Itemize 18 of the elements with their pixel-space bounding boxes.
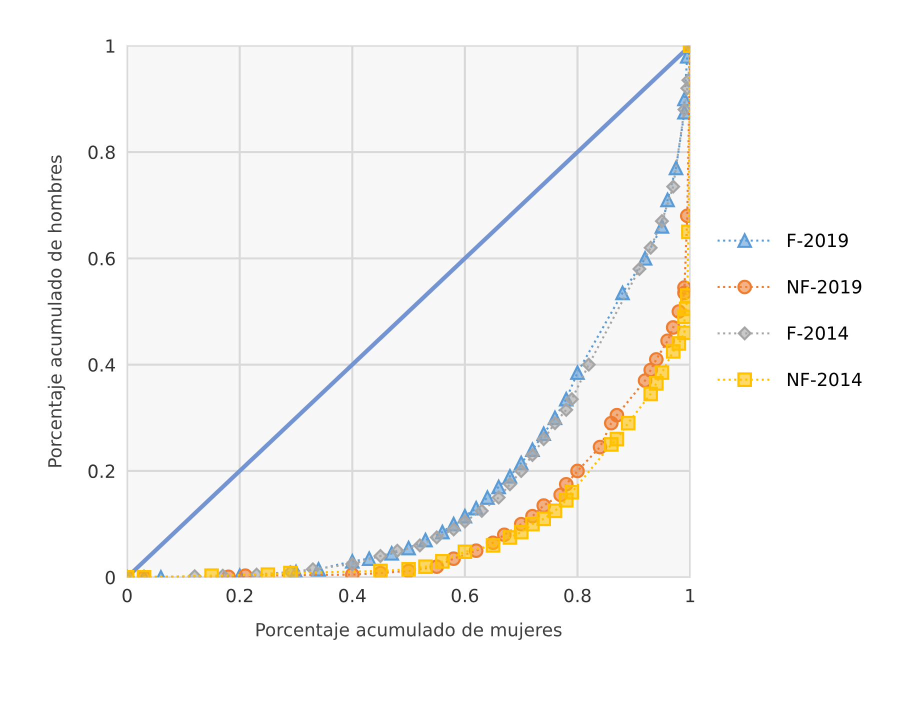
x-tick-label: 0 [122, 588, 132, 602]
x-tick-label: 0.6 [452, 588, 478, 602]
x-tick-label: 0.2 [226, 588, 252, 602]
y-tick-label: 0.4 [88, 358, 115, 372]
x-tick-label: 1 [686, 588, 694, 602]
legend-label: F-2019 [788, 234, 848, 248]
legend-label: NF-2019 [788, 280, 862, 294]
y-tick-label: 0.6 [88, 252, 115, 266]
x-axis-title: Porcentaje acumulado de mujeres [256, 622, 562, 640]
x-tick-label: 0.8 [564, 588, 591, 602]
y-tick-label: 0 [106, 570, 115, 584]
y-tick-label: 0.8 [88, 146, 115, 160]
legend-label: NF-2014 [788, 372, 862, 386]
y-tick-label: 1 [106, 39, 114, 53]
legend-label: F-2014 [788, 326, 848, 340]
y-axis-title: Porcentaje acumulado de hombres [48, 155, 66, 467]
y-tick-label: 0.2 [88, 464, 114, 478]
x-tick-label: 0.4 [339, 588, 366, 602]
